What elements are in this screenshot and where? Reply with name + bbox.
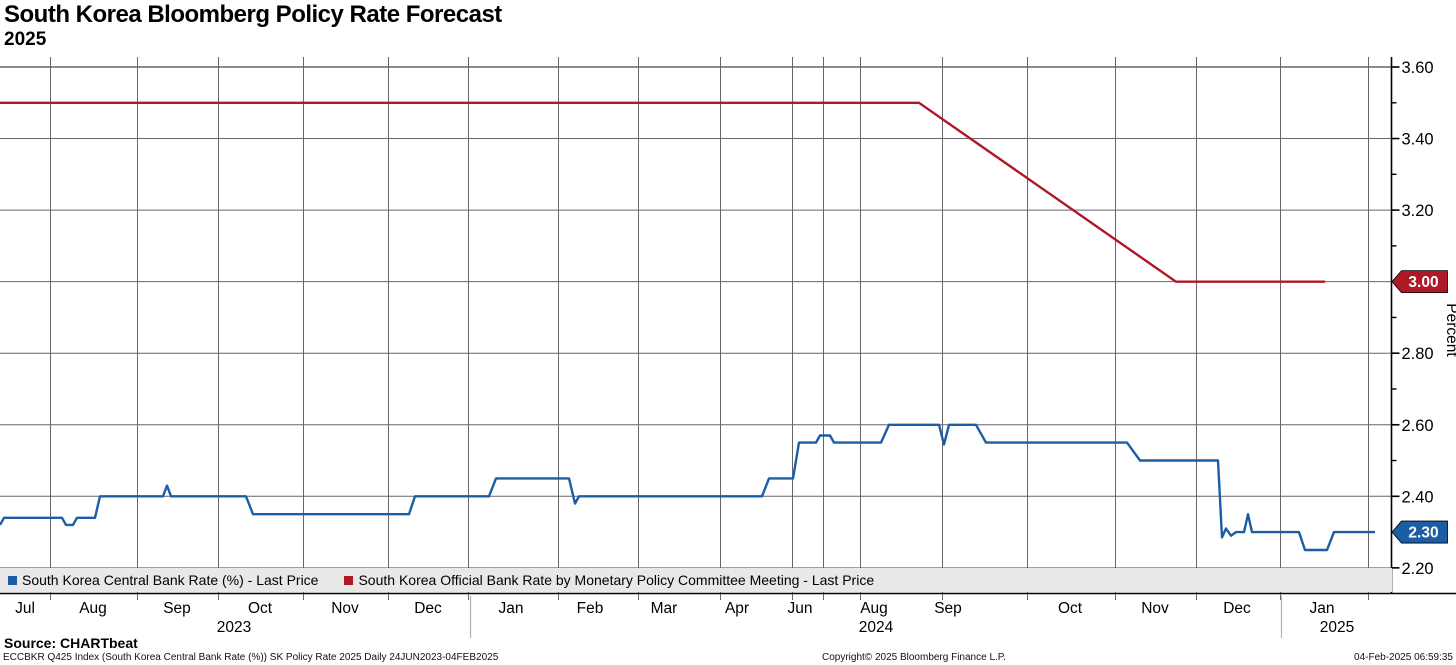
x-month-label: Sep — [934, 600, 962, 617]
red-series-swatch-icon — [344, 575, 354, 585]
y-axis-title: Percent — [1443, 303, 1456, 357]
x-month-label: Feb — [577, 600, 604, 617]
y-tick-label: 3.40 — [1402, 131, 1434, 149]
x-month-label: Dec — [414, 600, 442, 617]
x-month-label: Oct — [1058, 600, 1083, 617]
x-month-label: Dec — [1223, 600, 1251, 617]
last-price-badge[interactable] — [1391, 520, 1448, 544]
y-tick-label: 2.40 — [1402, 488, 1434, 506]
y-tick-label: 2.80 — [1402, 345, 1434, 363]
legend-item-official-bank-rate[interactable]: South Korea Official Bank Rate by Moneta… — [344, 572, 874, 588]
source-label: Source: CHARTbeat — [4, 635, 138, 651]
chart-header: South Korea Bloomberg Policy Rate Foreca… — [4, 1, 502, 51]
x-month-label: Mar — [651, 600, 678, 617]
last-price-badge-label: 2.30 — [1408, 525, 1438, 542]
page-title: South Korea Bloomberg Policy Rate Foreca… — [4, 1, 502, 28]
series-line-0[interactable] — [0, 423, 1375, 552]
chart-legend: South Korea Central Bank Rate (%) - Last… — [0, 568, 1392, 592]
last-price-badge[interactable] — [1391, 270, 1448, 294]
blue-series-swatch-icon — [8, 575, 17, 585]
x-year-label: 2024 — [859, 619, 894, 636]
x-year-label: 2023 — [217, 619, 251, 636]
x-month-label: Jun — [788, 600, 813, 617]
x-month-label: Jul — [15, 600, 35, 617]
x-month-label: Nov — [1141, 600, 1169, 617]
legend-item-central-bank-rate[interactable]: South Korea Central Bank Rate (%) - Last… — [8, 572, 318, 588]
x-month-label: Jan — [1310, 600, 1335, 617]
y-tick-label: 2.20 — [1402, 560, 1434, 578]
page-subtitle: 2025 — [4, 29, 47, 50]
x-month-label: Oct — [248, 600, 273, 617]
y-tick-label: 3.60 — [1402, 59, 1434, 77]
legend-label: South Korea Central Bank Rate (%) - Last… — [22, 572, 319, 588]
x-month-label: Nov — [331, 600, 359, 617]
ticker-description: ECCBKR Q425 Index (South Korea Central B… — [3, 652, 499, 663]
copyright-notice: Copyright© 2025 Bloomberg Finance L.P. — [822, 652, 1006, 663]
x-month-label: Sep — [163, 600, 191, 617]
y-tick-label: 2.60 — [1402, 417, 1434, 435]
y-tick-label: 3.20 — [1402, 202, 1434, 220]
series-line-1[interactable] — [0, 101, 1325, 283]
legend-label: South Korea Official Bank Rate by Moneta… — [358, 572, 875, 588]
timestamp: 04-Feb-2025 06:59:35 — [1354, 652, 1453, 663]
x-month-label: Aug — [860, 600, 888, 617]
x-month-label: Aug — [79, 600, 107, 617]
x-year-label: 2025 — [1320, 619, 1354, 636]
x-month-label: Jan — [499, 600, 524, 617]
x-month-label: Apr — [725, 600, 749, 617]
last-price-badge-label: 3.00 — [1408, 274, 1438, 291]
